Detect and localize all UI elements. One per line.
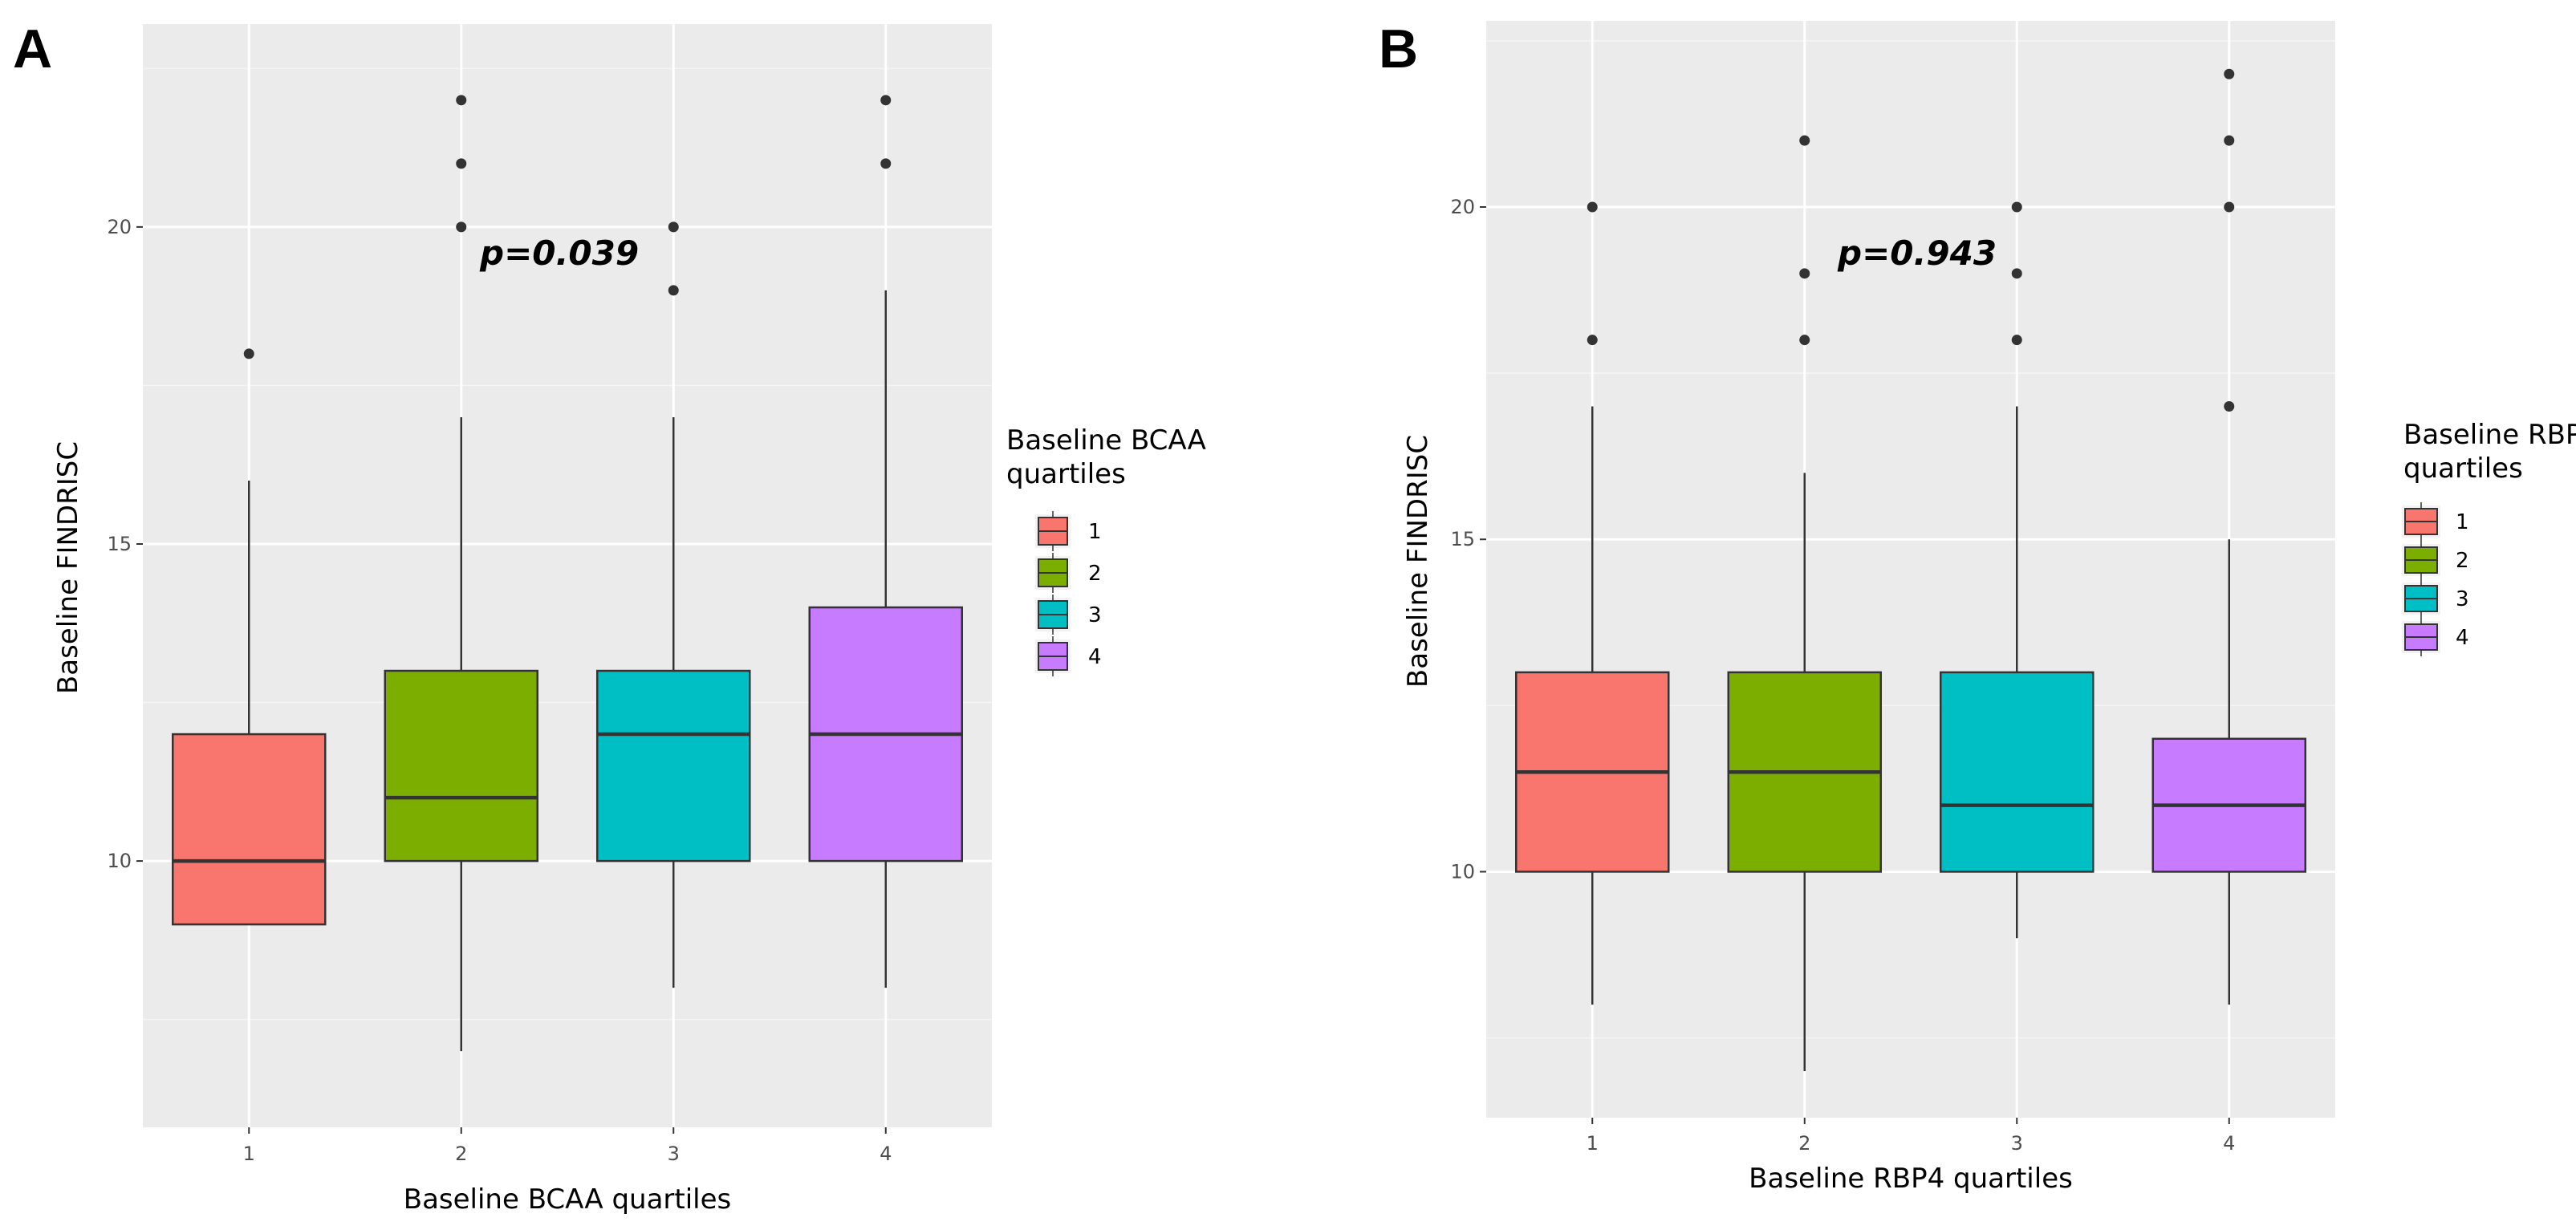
outlier-point bbox=[2224, 201, 2235, 213]
legend-label-4: 4 bbox=[2456, 626, 2469, 650]
outlier-point bbox=[2011, 335, 2022, 346]
outlier-point bbox=[456, 158, 467, 169]
x-tick-label: 3 bbox=[2011, 1132, 2023, 1155]
box-3 bbox=[596, 669, 751, 863]
legend-label-1: 1 bbox=[2456, 510, 2469, 534]
legend-title-line: Baseline RBP4 bbox=[2403, 419, 2576, 451]
outlier-point bbox=[668, 285, 679, 296]
outlier-point bbox=[2011, 268, 2022, 279]
y-tick-label: 10 bbox=[107, 850, 132, 872]
y-axis-title: Baseline FINDRISC bbox=[1402, 435, 1434, 688]
legend-label-3: 3 bbox=[1088, 603, 1102, 627]
outlier-point bbox=[2224, 135, 2235, 146]
outlier-point bbox=[1587, 201, 1598, 213]
plot-panel-background bbox=[1486, 21, 2335, 1118]
x-axis-title: Baseline BCAA quartiles bbox=[404, 1183, 732, 1216]
legend-label-2: 2 bbox=[2456, 549, 2469, 573]
outlier-point bbox=[2224, 68, 2235, 79]
legend-title-line: quartiles bbox=[1006, 458, 1126, 490]
box-3 bbox=[1940, 671, 2095, 873]
p-value-annotation: p=0.039 bbox=[479, 233, 639, 273]
x-tick-label: 4 bbox=[880, 1143, 892, 1165]
x-tick-label: 4 bbox=[2223, 1132, 2235, 1155]
plot-panel-background bbox=[143, 24, 992, 1127]
x-tick-label: 1 bbox=[1587, 1132, 1599, 1155]
x-tick-label: 3 bbox=[668, 1143, 680, 1165]
y-tick-label: 20 bbox=[107, 216, 132, 238]
outlier-point bbox=[2011, 201, 2022, 213]
outlier-point bbox=[1587, 335, 1598, 346]
y-axis-title: Baseline FINDRISC bbox=[52, 441, 84, 694]
box-1 bbox=[172, 733, 327, 926]
outlier-point bbox=[456, 221, 467, 233]
p-value-annotation: p=0.943 bbox=[1837, 233, 1997, 273]
y-tick-label: 20 bbox=[1450, 196, 1475, 218]
legend-label-1: 1 bbox=[1088, 520, 1102, 544]
legend-label-2: 2 bbox=[1088, 562, 1102, 586]
legend-title-line: Baseline BCAA bbox=[1006, 424, 1206, 457]
y-tick-label: 15 bbox=[107, 533, 132, 555]
legend-label-3: 3 bbox=[2456, 587, 2469, 611]
boxplot-b: 10 15 20 1 2 3 4 Baseline RBP4 quartiles Baselin… bbox=[1402, 21, 2576, 1195]
y-tick-label: 15 bbox=[1450, 528, 1475, 550]
boxplot-a: 10 15 20 1 2 3 4 Baseline BCAA quartiles Baselin… bbox=[52, 24, 1206, 1216]
x-tick-label: 2 bbox=[455, 1143, 467, 1165]
outlier-point bbox=[456, 95, 467, 106]
outlier-point bbox=[1799, 268, 1810, 279]
chart-panel-b: B 10 15 20 1 2 3 4 Baseline RBP4 quartiles Basel… bbox=[1332, 0, 2576, 1230]
box-2 bbox=[384, 669, 538, 863]
outlier-point bbox=[880, 95, 892, 106]
outlier-point bbox=[880, 158, 892, 169]
outlier-point bbox=[1799, 135, 1810, 146]
outlier-point bbox=[2224, 401, 2235, 412]
panel-label-a: A bbox=[13, 18, 53, 79]
outlier-point bbox=[243, 348, 254, 359]
y-tick-label: 10 bbox=[1450, 860, 1475, 883]
legend-title-line: quartiles bbox=[2403, 453, 2523, 485]
x-tick-label: 1 bbox=[243, 1143, 255, 1165]
legend-label-4: 4 bbox=[1088, 645, 1102, 669]
x-axis-title: Baseline RBP4 quartiles bbox=[1749, 1163, 2073, 1195]
outlier-point bbox=[1799, 335, 1810, 346]
x-tick-label: 2 bbox=[1798, 1132, 1810, 1155]
panel-label-b: B bbox=[1379, 18, 1419, 79]
outlier-point bbox=[668, 221, 679, 233]
chart-panel-a: A 10 15 20 1 2 3 4 Baseline BCAA quartiles Basel… bbox=[0, 0, 1284, 1230]
